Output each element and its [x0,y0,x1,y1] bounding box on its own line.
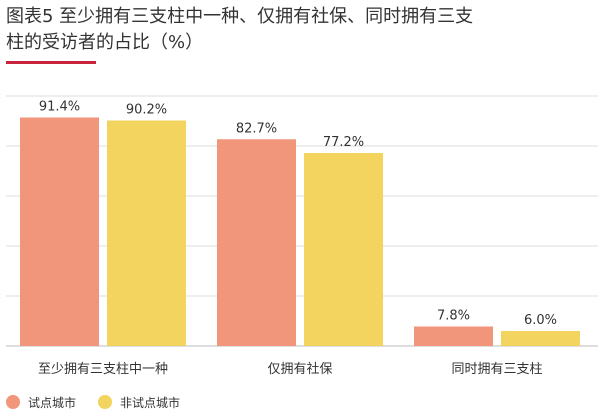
legend-label-series-2: 非试点城市 [120,395,181,410]
value-label-series-1-3: 7.8% [437,309,470,324]
category-label-3: 同时拥有三支柱 [451,362,542,377]
value-label-series-2-3: 6.0% [524,313,557,328]
category-labels: 至少拥有三支柱中一种 仅拥有社保 同时拥有三支柱 [38,361,543,377]
legend-item-series-1: 试点城市 [6,394,76,411]
legend-item-series-2: 非试点城市 [98,394,180,411]
category-label-2: 仅拥有社保 [267,361,332,377]
legend: 试点城市 非试点城市 [6,392,202,412]
legend-label-series-1: 试点城市 [28,395,77,410]
value-label-series-1-2: 82.7% [236,121,277,136]
value-label-series-2-1: 90.2% [126,103,167,118]
bar-series-1-2 [217,139,296,346]
bars [20,117,580,346]
title-underline [6,61,96,64]
bar-series-1-3 [414,326,493,346]
category-label-1: 至少拥有三支柱中一种 [38,362,168,377]
legend-swatch-series-2 [98,395,113,409]
bar-series-2-1 [107,120,186,346]
bar-series-1-1 [20,117,99,346]
gridlines [6,95,598,347]
value-label-series-2-2: 77.2% [323,135,364,150]
bar-series-2-2 [304,153,383,346]
value-label-series-1-1: 91.4% [39,100,80,115]
bar-chart: 91.4% 90.2% 82.7% 77.2% 7.8% 6.0% 至少拥有三支柱中一种 仅… [6,95,598,377]
legend-swatch-series-1 [6,395,20,409]
value-labels: 91.4% 90.2% 82.7% 77.2% 7.8% 6.0% [39,100,557,329]
chart-title: 图表5 至少拥有三支柱中一种、仅拥有社保、同时拥有三支柱的受访者的占比（%） [6,6,474,53]
bar-series-2-3 [501,331,580,346]
